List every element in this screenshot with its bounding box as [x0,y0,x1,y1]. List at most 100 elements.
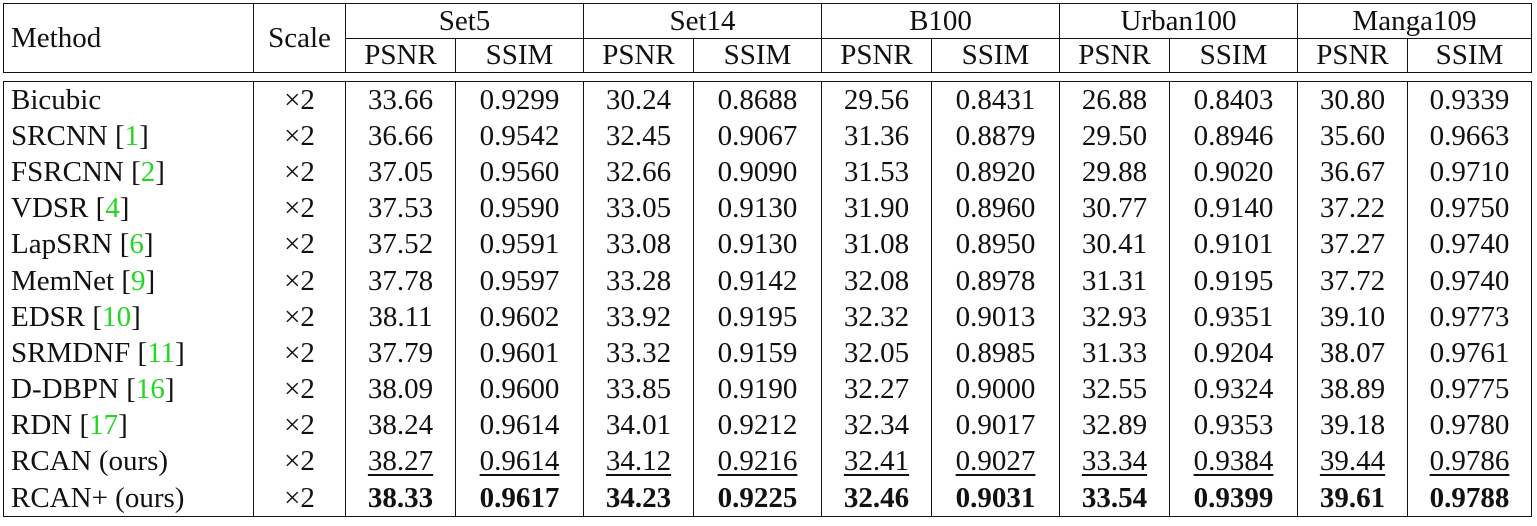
psnr-value: 37.27 [1319,228,1386,261]
ssim-value: 0.9204 [1193,336,1274,369]
ssim-value: 0.9140 [1193,192,1274,225]
ssim-header: SSIM [1168,38,1299,73]
ssim-value: 0.9195 [717,300,798,333]
psnr-value: 39.10 [1319,300,1386,333]
citation-open-bracket: [ [119,228,130,261]
method-cell: Bicubic [3,81,254,119]
psnr-value: 33.05 [605,192,672,225]
method-name: Bicubic [11,83,102,116]
ssim-value: 0.8985 [955,336,1036,369]
psnr-cell: 32.93 [1059,299,1170,336]
psnr-value: 29.50 [1081,119,1148,152]
psnr-value: 31.36 [843,119,910,152]
psnr-value: 32.93 [1081,300,1148,333]
citation-close-bracket: ] [145,264,156,297]
citation-open-bracket: [ [126,373,136,406]
psnr-cell: 29.56 [821,81,932,119]
ssim-cell: 0.8985 [931,335,1060,372]
citation-link[interactable]: 17 [89,409,119,442]
psnr-cell: 32.55 [1059,371,1170,408]
psnr-header: PSNR [345,38,456,73]
table-row: LapSRN [6] ×2 37.52 0.9591 33.08 0.9130 31.08 0… [3,226,1533,263]
psnr-cell: 32.41 [821,443,932,481]
table-row: SRMDNF [11] ×2 37.79 0.9601 33.32 0.9159 32.05… [3,335,1533,372]
citation-link[interactable]: 10 [102,300,132,333]
citation-link[interactable]: 11 [147,336,176,369]
citation-link[interactable]: 4 [105,192,120,225]
psnr-value: 34.12 [605,445,672,478]
psnr-cell: 36.67 [1297,154,1409,191]
citation-open-bracket: [ [79,409,90,442]
citation-link[interactable]: 1 [124,119,140,152]
table-row: Bicubic ×2 33.66 0.9299 30.24 0.8688 29.56 0.84… [3,81,1533,119]
citation-close-bracket: ] [164,373,175,406]
method-cell: SRMDNF [11] [3,335,254,372]
psnr-value: 38.27 [367,445,434,478]
ssim-value: 0.9159 [717,336,798,369]
psnr-value: 29.56 [843,83,910,116]
dataset-header-urban100: Urban100 [1058,3,1299,39]
method-cell: MemNet [9] [3,262,254,300]
psnr-cell: 32.45 [583,118,694,155]
ssim-cell: 0.9204 [1168,335,1299,372]
ssim-value: 0.9299 [479,83,560,116]
psnr-value: 37.05 [367,155,434,188]
ssim-cell: 0.8920 [931,154,1060,191]
citation-open-bracket: [ [92,300,103,333]
ssim-cell: 0.9590 [455,190,584,227]
ssim-cell: 0.9101 [1168,226,1299,263]
psnr-value: 37.79 [367,336,434,369]
ssim-value: 0.8950 [955,228,1036,261]
psnr-value: 33.66 [367,83,434,116]
psnr-value: 37.53 [367,192,434,225]
psnr-cell: 34.01 [583,407,694,444]
results-table-container: Method Scale Set5 Set14 B100 Urban100 Ma… [3,3,1533,518]
citation-link[interactable]: 6 [129,228,144,261]
psnr-cell: 39.18 [1297,407,1409,444]
method-name: LapSRN [11,228,120,261]
citation-link[interactable]: 9 [131,264,146,297]
psnr-value: 39.44 [1319,445,1386,478]
psnr-cell: 32.34 [821,407,932,444]
ssim-value: 0.9750 [1429,192,1510,225]
dataset-header-set14: Set14 [583,3,822,39]
method-name: VDSR [11,192,96,225]
ssim-cell: 0.9130 [693,190,822,227]
psnr-value: 38.07 [1319,336,1386,369]
psnr-cell: 39.61 [1297,480,1409,518]
ssim-value: 0.9399 [1193,481,1274,514]
psnr-cell: 37.52 [345,226,456,263]
psnr-value: 33.54 [1081,481,1148,514]
table-body: Bicubic ×2 33.66 0.9299 30.24 0.8688 29.56 0.84… [3,81,1533,518]
table-row: FSRCNN [2] ×2 37.05 0.9560 32.66 0.9090 31.53 0… [3,154,1533,191]
psnr-value: 35.60 [1319,119,1386,152]
citation-link[interactable]: 2 [140,155,156,188]
ssim-cell: 0.9740 [1407,262,1533,300]
psnr-value: 39.18 [1319,409,1386,442]
psnr-value: 30.77 [1081,192,1148,225]
psnr-cell: 37.78 [345,262,456,300]
psnr-cell: 26.88 [1059,81,1170,119]
table-row: D-DBPN [16] ×2 38.09 0.9600 33.85 0.9190 32.27… [3,371,1533,408]
psnr-cell: 33.66 [345,81,456,119]
psnr-header: PSNR [583,38,694,73]
psnr-cell: 38.09 [345,371,456,408]
ssim-cell: 0.9351 [1168,299,1299,336]
psnr-cell: 31.53 [821,154,932,191]
ssim-value: 0.9027 [955,445,1036,478]
ssim-value: 0.9339 [1429,83,1510,116]
table-row: RCAN+ (ours) ×2 38.33 0.9617 34.23 0.9225 32.4… [3,480,1533,518]
psnr-cell: 38.33 [345,480,456,518]
ssim-value: 0.8920 [955,155,1036,188]
psnr-value: 31.53 [843,155,910,188]
table-row: EDSR [10] ×2 38.11 0.9602 33.92 0.9195 32.32 0.… [3,299,1533,336]
method-cell: LapSRN [6] [3,226,254,263]
psnr-value: 38.09 [367,373,434,406]
ssim-cell: 0.8960 [931,190,1060,227]
ssim-value: 0.9597 [479,264,560,297]
citation-link[interactable]: 16 [135,373,165,406]
psnr-value: 33.92 [605,300,672,333]
table-row: MemNet [9] ×2 37.78 0.9597 33.28 0.9142 32.08 0… [3,262,1533,300]
citation-close-bracket: ] [131,300,141,333]
method-cell: RDN [17] [3,407,254,444]
